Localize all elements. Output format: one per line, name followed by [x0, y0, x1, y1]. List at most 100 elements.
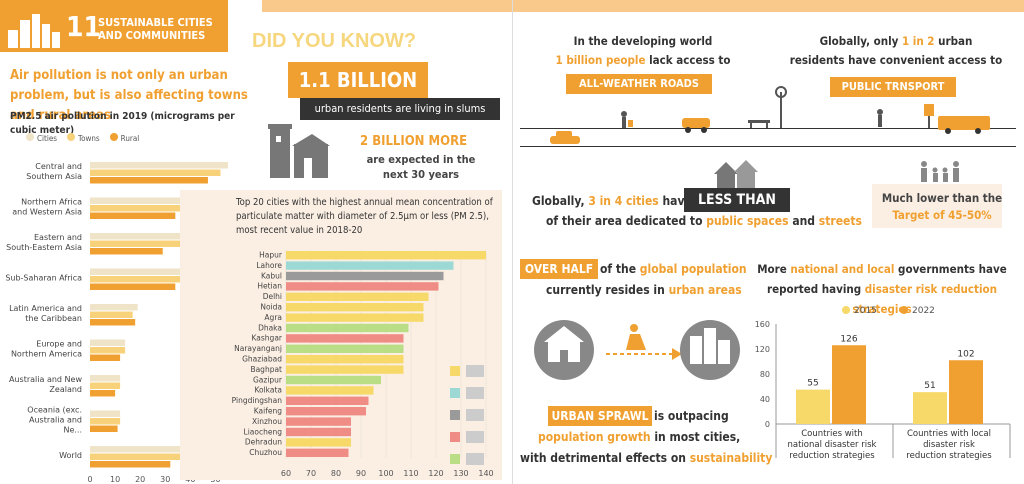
legend-rural: Rural: [109, 133, 139, 143]
city-label: Ghaziabad: [242, 355, 282, 364]
data-label: 51: [924, 381, 935, 391]
city-bar: [286, 355, 404, 364]
bar-2015: [796, 389, 830, 424]
bar-towns: [90, 347, 126, 354]
y-tick-label: 160: [755, 320, 770, 329]
city-bar: [286, 251, 486, 260]
city-bar: [286, 407, 366, 416]
y-tick-label: 0: [765, 420, 770, 429]
pm25-chart-title: PM2.5 air pollution in 2019 (micrograms …: [10, 111, 235, 136]
sprawl-line2: population growth in most cities,: [538, 430, 741, 444]
bar-2015: [913, 392, 947, 424]
category-label: Europe and: [36, 340, 82, 349]
slum-buildings-icon: [268, 124, 330, 178]
city-label: Baghpat: [250, 365, 282, 374]
legend-cities: Cities: [26, 133, 57, 143]
category-label: World: [59, 451, 82, 460]
city-label: Dhaka: [258, 323, 282, 332]
city-bar: [286, 334, 404, 343]
legend-label: 2022: [912, 306, 935, 316]
city-label: Noida: [260, 303, 282, 312]
category-label: Northern Africa: [21, 198, 82, 207]
bar-2022: [949, 360, 983, 424]
legend-swatch-gray: [450, 410, 460, 420]
legend-swatch-teal: [450, 388, 460, 398]
category-label: Oceania (exc.: [27, 406, 82, 415]
city-bar: [286, 313, 424, 322]
road-line-top: [520, 128, 1016, 129]
over-half-line1: of the global population: [600, 262, 747, 276]
roads-box: ALL-WEATHER ROADS: [566, 74, 712, 94]
y-tick-label: 40: [760, 395, 770, 404]
city-label: Narayanganj: [234, 344, 282, 353]
bar-rural: [90, 248, 163, 255]
bar-cities: [90, 162, 228, 169]
city-label: Delhi: [263, 292, 282, 301]
city-bar: [286, 448, 349, 457]
bar-towns: [90, 311, 133, 318]
air-pollution-headline: Air pollution is not only an urban probl…: [10, 68, 248, 123]
target-panel: [872, 184, 1002, 228]
city-label: Hetian: [257, 282, 282, 291]
bar-towns: [90, 382, 121, 389]
less-than-20-box: LESS THAN 20%: [684, 188, 790, 232]
data-label: 102: [957, 349, 974, 359]
legend-label: 2015: [854, 306, 877, 316]
category-label: reduction strategies: [906, 451, 992, 461]
x-tick-label: 0: [87, 475, 92, 484]
category-label: and Western Asia: [12, 208, 82, 217]
city-label: Kolkata: [254, 386, 282, 395]
x-tick-label: 130: [453, 469, 468, 478]
city-label: Kashgar: [252, 334, 283, 343]
bar-towns: [90, 240, 188, 247]
city-label: Chuzhou: [249, 448, 282, 457]
bar-cities: [90, 197, 203, 204]
target-text: Much lower than the Target of 45-50%: [881, 191, 1003, 222]
data-label: 55: [807, 379, 818, 389]
sprawl-line3: with detrimental effects on sustainabili…: [520, 451, 773, 465]
bar-cities: [90, 410, 121, 417]
slums-desc: urban residents are living in slums: [300, 98, 500, 120]
pm25-legend: Cities Towns Rural: [26, 133, 139, 143]
category-label: Eastern and: [34, 233, 82, 242]
drr-headline: More national and local governments have…: [757, 262, 1007, 316]
city-bar: [286, 365, 404, 374]
bar-towns: [90, 453, 183, 460]
roads-text: In the developing world 1 billion people…: [555, 34, 731, 67]
slums-stat: 1.1 BILLION: [288, 62, 428, 98]
x-tick-label: 90: [356, 469, 366, 478]
city-bar: [286, 303, 424, 312]
family-icon: [921, 161, 959, 182]
road-line-bottom: [520, 146, 1016, 147]
category-label: Latin America and: [9, 304, 82, 313]
category-label: the Caribbean: [25, 314, 82, 323]
y-tick-label: 80: [760, 370, 770, 379]
category-label: Southern Asia: [26, 172, 82, 181]
city-label: Xinzhou: [252, 417, 282, 426]
category-label: Central and: [35, 162, 82, 171]
public-space-line2: of their area dedicated to public spaces…: [546, 214, 862, 228]
callout-arrow: [200, 236, 218, 260]
x-tick-label: 140: [478, 469, 493, 478]
x-tick-label: 60: [281, 469, 291, 478]
afghanistan-flag-icon: [466, 409, 484, 421]
category-label: national disaster risk: [788, 440, 877, 450]
pakistan-flag-icon: [466, 387, 484, 399]
city-bar: [286, 427, 351, 437]
city-bar: [286, 292, 429, 301]
city-label: Dehradun: [245, 438, 282, 447]
x-tick-label: 20: [135, 475, 145, 484]
city-label: Agra: [264, 313, 282, 322]
x-tick-label: 80: [331, 469, 341, 478]
top20-title: Top 20 cities with the highest annual me…: [236, 197, 493, 236]
city-bar: [286, 323, 409, 333]
bar-rural: [90, 283, 176, 290]
goal-banner: [0, 0, 228, 52]
bar-rural: [90, 425, 118, 432]
city-bar: [286, 396, 369, 405]
x-tick-label: 70: [306, 469, 316, 478]
over-half-line2: currently resides in urban areas: [546, 283, 742, 297]
bar-2022: [832, 345, 866, 424]
